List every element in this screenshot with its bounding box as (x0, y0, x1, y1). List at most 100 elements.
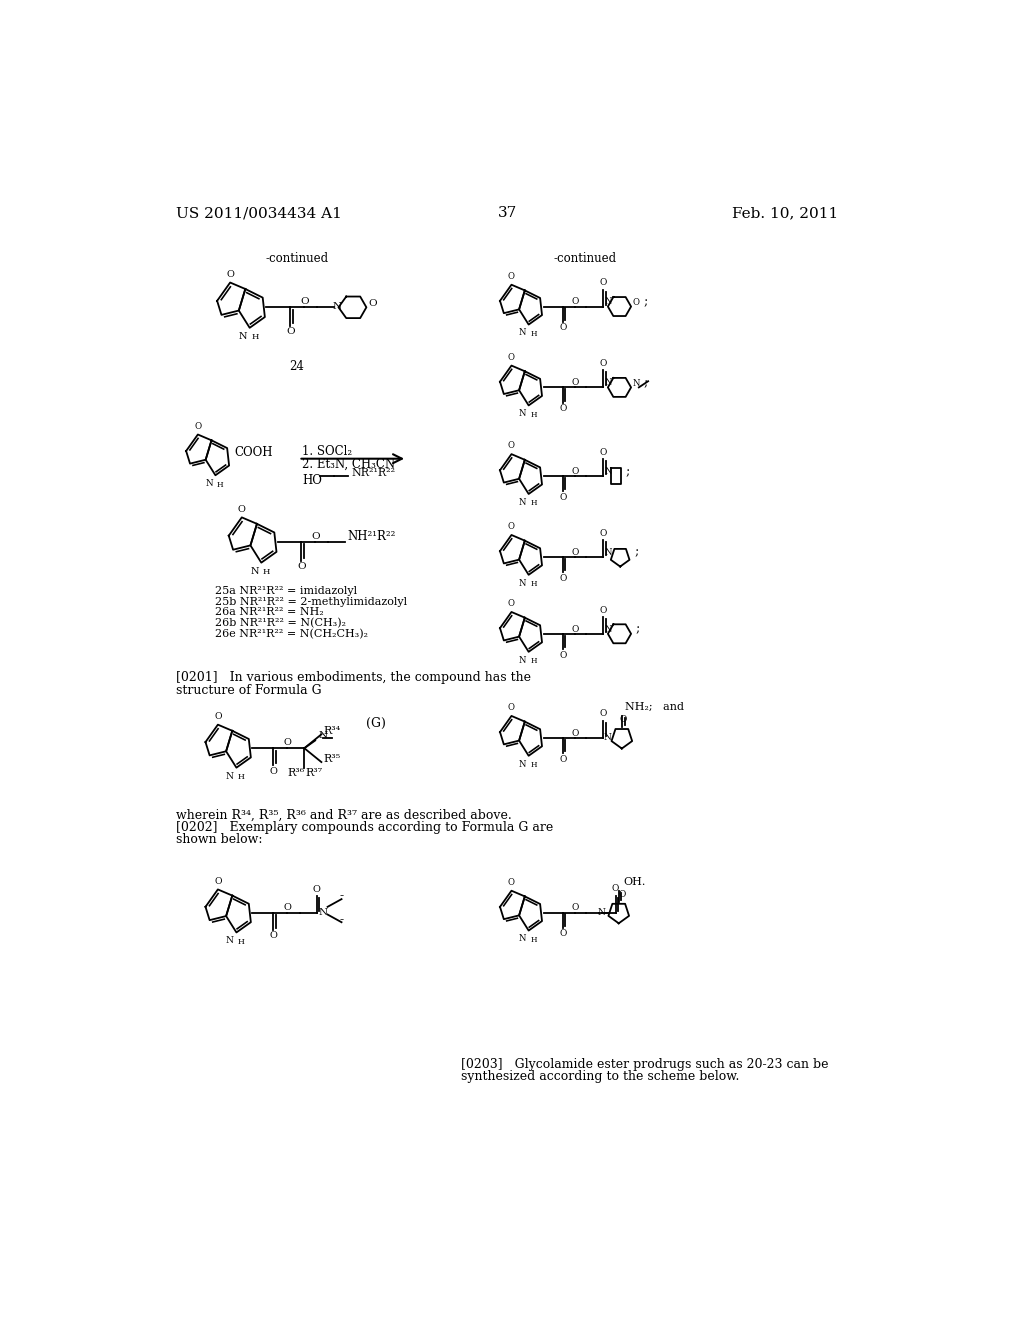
Text: O: O (620, 715, 627, 723)
Text: O: O (612, 883, 620, 892)
Text: O: O (571, 624, 579, 634)
Text: N: N (604, 548, 611, 557)
Text: O: O (508, 599, 515, 609)
Text: O: O (238, 504, 246, 513)
Text: 2. Et₃N, CH₃CN: 2. Et₃N, CH₃CN (302, 458, 395, 471)
Text: O: O (571, 467, 579, 475)
Text: N: N (251, 566, 259, 576)
Text: O: O (284, 738, 291, 747)
Text: O: O (618, 890, 626, 899)
Text: O: O (214, 711, 221, 721)
Text: HO: HO (302, 474, 323, 487)
Text: 26a NR²¹R²² = NH₂: 26a NR²¹R²² = NH₂ (215, 607, 324, 618)
Text: H: H (530, 762, 537, 770)
Text: N: N (519, 578, 526, 587)
Text: N: N (604, 624, 611, 634)
Text: O: O (508, 704, 515, 711)
Text: O: O (297, 562, 305, 572)
Text: ;: ; (635, 545, 639, 558)
Text: O: O (269, 767, 278, 776)
Text: N: N (519, 935, 526, 944)
Text: O: O (226, 269, 234, 279)
Text: O: O (286, 327, 295, 337)
Text: N: N (633, 379, 640, 388)
Text: R³⁷: R³⁷ (306, 768, 323, 779)
Text: N: N (333, 302, 341, 312)
Text: [0201]   In various embodiments, the compound has the: [0201] In various embodiments, the compo… (176, 671, 531, 684)
Text: O: O (599, 447, 607, 457)
Text: N: N (604, 467, 611, 475)
Text: O: O (368, 298, 377, 308)
Text: R³⁶: R³⁶ (288, 768, 304, 779)
Text: NH₂;   and: NH₂; and (625, 702, 684, 711)
Text: O: O (599, 359, 607, 368)
Text: O: O (311, 532, 319, 541)
Text: O: O (508, 272, 515, 281)
Text: -: - (340, 912, 344, 925)
Text: 25b NR²¹R²² = 2-methylimidazolyl: 25b NR²¹R²² = 2-methylimidazolyl (215, 597, 407, 606)
Text: [0203]   Glycolamide ester prodrugs such as 20-23 can be: [0203] Glycolamide ester prodrugs such a… (461, 1057, 828, 1071)
Text: O: O (284, 903, 291, 912)
Text: ;: ; (636, 623, 640, 636)
Text: N: N (604, 733, 611, 742)
Text: -continued: -continued (554, 252, 616, 265)
Text: N: N (519, 329, 526, 338)
Text: 37: 37 (498, 206, 517, 220)
Text: O: O (599, 528, 607, 537)
Text: ;: ; (626, 465, 630, 478)
Text: synthesized according to the scheme below.: synthesized according to the scheme belo… (461, 1071, 739, 1084)
Text: NH²¹R²²: NH²¹R²² (348, 529, 396, 543)
Text: H: H (530, 936, 537, 944)
Text: NR²¹R²²: NR²¹R²² (351, 467, 395, 478)
Text: O: O (599, 709, 607, 718)
Text: O: O (559, 755, 566, 764)
Text: H: H (238, 774, 245, 781)
Text: O: O (571, 903, 579, 912)
Text: (G): (G) (366, 718, 386, 730)
Text: O: O (559, 574, 566, 582)
Text: N: N (318, 731, 328, 741)
Text: N: N (519, 498, 526, 507)
Text: N: N (519, 759, 526, 768)
Text: wherein R³⁴, R³⁵, R³⁶ and R³⁷ are as described above.: wherein R³⁴, R³⁵, R³⁶ and R³⁷ are as des… (176, 808, 512, 821)
Text: ;: ; (643, 296, 648, 309)
Text: shown below:: shown below: (176, 833, 262, 846)
Text: N: N (318, 908, 328, 916)
Text: N: N (226, 936, 234, 945)
Text: O: O (599, 279, 607, 288)
Text: COOH: COOH (234, 446, 273, 459)
Text: [0202]   Exemplary compounds according to Formula G are: [0202] Exemplary compounds according to … (176, 821, 553, 834)
Text: 1. SOCl₂: 1. SOCl₂ (302, 445, 352, 458)
Text: H: H (530, 581, 537, 589)
Text: N: N (226, 771, 234, 780)
Text: 26e NR²¹R²² = N(CH₂CH₃)₂: 26e NR²¹R²² = N(CH₂CH₃)₂ (215, 628, 368, 639)
Text: 24: 24 (290, 360, 304, 374)
Text: O: O (508, 878, 515, 887)
Text: O: O (633, 298, 640, 308)
Text: US 2011/0034434 A1: US 2011/0034434 A1 (176, 206, 342, 220)
Text: 25a NR²¹R²² = imidazolyl: 25a NR²¹R²² = imidazolyl (215, 586, 357, 595)
Text: 26b NR²¹R²² = N(CH₃)₂: 26b NR²¹R²² = N(CH₃)₂ (215, 618, 346, 628)
Text: O: O (559, 651, 566, 660)
Text: O: O (269, 932, 278, 940)
Text: R³⁵: R³⁵ (323, 754, 340, 764)
Text: O: O (571, 729, 579, 738)
Text: OH.: OH. (624, 876, 646, 887)
Text: O: O (312, 884, 321, 894)
Text: O: O (571, 548, 579, 557)
Text: N: N (519, 656, 526, 665)
Text: N: N (519, 409, 526, 418)
Text: O: O (599, 606, 607, 615)
Text: H: H (530, 411, 537, 418)
Text: H: H (530, 499, 537, 507)
Text: R³⁴: R³⁴ (323, 726, 340, 737)
Text: O: O (559, 929, 566, 939)
Text: O: O (214, 876, 221, 886)
Text: O: O (571, 297, 579, 306)
Text: H: H (263, 568, 270, 576)
Text: H: H (530, 657, 537, 665)
Text: N: N (239, 331, 248, 341)
Text: -continued: -continued (265, 252, 329, 265)
Text: N: N (604, 297, 611, 306)
Text: O: O (571, 379, 579, 387)
